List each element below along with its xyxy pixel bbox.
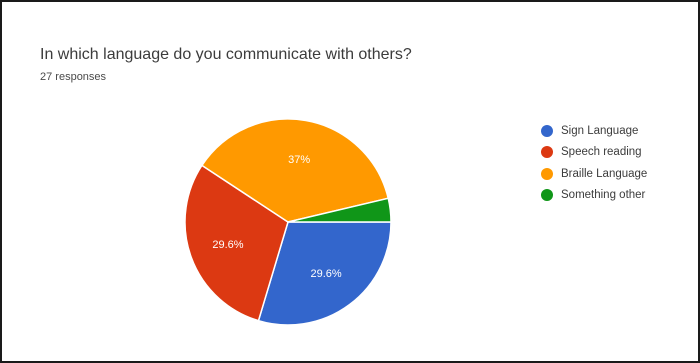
legend-label: Sign Language (561, 124, 639, 137)
legend-item-speech-reading[interactable]: Speech reading (541, 142, 647, 164)
legend-item-something-other[interactable]: Something other (541, 185, 647, 207)
legend-swatch (541, 167, 553, 180)
legend-swatch (541, 146, 553, 159)
pie-slice-something-other[interactable] (287, 197, 392, 223)
legend-item-braille-language[interactable]: Braille Language (541, 163, 647, 185)
legend-swatch (541, 189, 553, 202)
pie-slice-speech-reading[interactable] (184, 164, 289, 322)
pie-slice-braille-language[interactable] (200, 118, 390, 223)
pie-slice-label: 29.6% (310, 268, 341, 280)
chart-title: In which language do you communicate wit… (40, 46, 412, 63)
pie-slice-sign-language[interactable] (257, 221, 392, 326)
pie-slice-label: 29.6% (212, 239, 243, 251)
pie-slice-label: 37% (288, 154, 310, 166)
legend-swatch (541, 124, 553, 137)
legend-item-sign-language[interactable]: Sign Language (541, 120, 647, 142)
response-count: 27 responses (40, 71, 107, 83)
legend-label: Braille Language (561, 167, 648, 180)
legend-label: Speech reading (561, 146, 642, 159)
legend-label: Something other (561, 189, 646, 202)
chart-legend: Sign Language Speech reading Braille Lan… (541, 120, 647, 206)
